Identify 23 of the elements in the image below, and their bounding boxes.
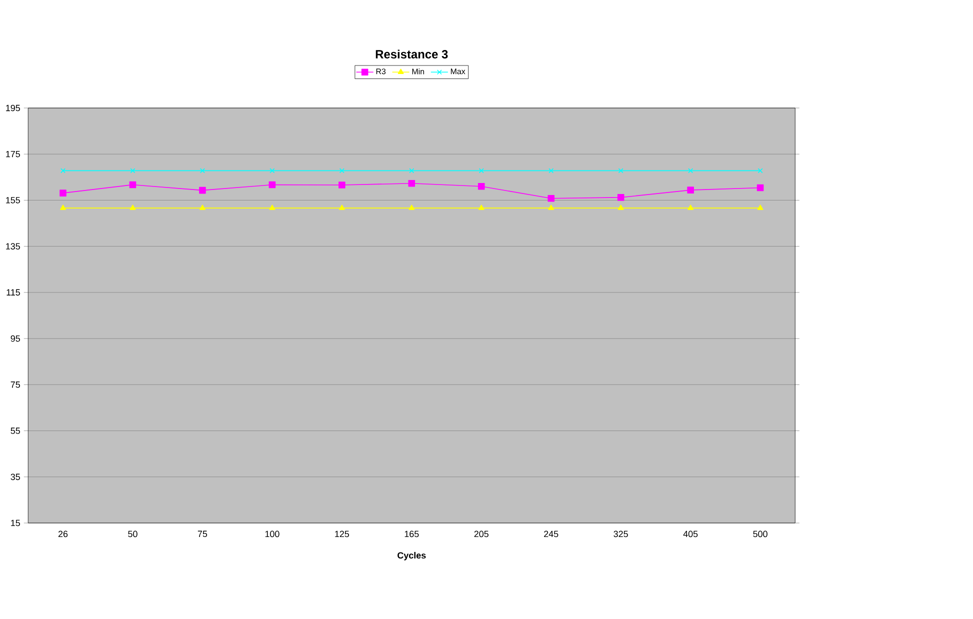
x-tick-label: 50 bbox=[128, 530, 138, 538]
y-tick-label: 75 bbox=[10, 382, 20, 388]
x-tick-label: 100 bbox=[265, 530, 280, 538]
x-tick-label: 245 bbox=[544, 530, 558, 538]
y-tick-label: 95 bbox=[10, 335, 20, 342]
y-tick-label: 195 bbox=[6, 104, 20, 112]
x-tick-label: 325 bbox=[614, 530, 628, 538]
y-tick-label: 35 bbox=[10, 474, 20, 480]
y-tick-label: 175 bbox=[6, 150, 20, 158]
y-tick-label: 155 bbox=[6, 197, 20, 204]
x-tick-label: 125 bbox=[335, 530, 350, 538]
x-tick-label: 500 bbox=[753, 530, 768, 538]
x-axis-title: Cycles bbox=[398, 552, 426, 560]
chart-title: Resistance 3 bbox=[376, 50, 448, 59]
x-tick-label: 405 bbox=[683, 530, 698, 538]
x-tick-label: 26 bbox=[58, 530, 68, 538]
x-tick-label: 75 bbox=[198, 530, 208, 538]
y-tick-label: 15 bbox=[11, 520, 20, 526]
y-tick-label: 55 bbox=[10, 428, 20, 434]
y-tick-label: 135 bbox=[6, 243, 20, 250]
y-tick-label: 115 bbox=[6, 289, 20, 296]
x-tick-label: 165 bbox=[404, 530, 419, 538]
x-tick-label: 205 bbox=[474, 530, 488, 538]
